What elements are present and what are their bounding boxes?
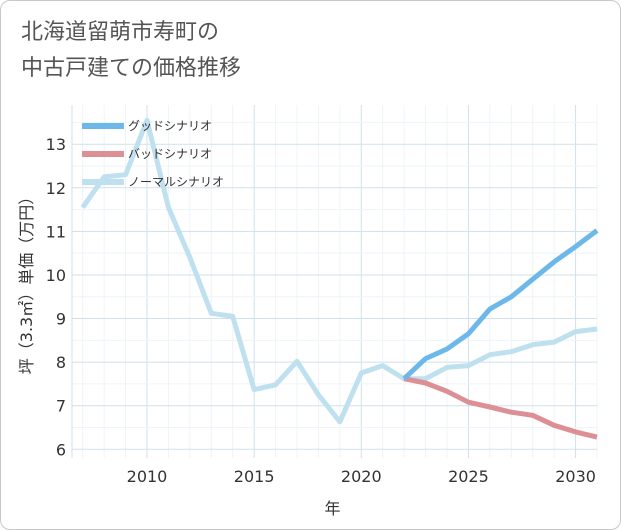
y-tick-label: 8 [56, 353, 66, 372]
series-line-1 [403, 376, 598, 440]
series-line-2 [80, 117, 598, 425]
x-tick-label: 2025 [448, 467, 489, 486]
legend-label-0: グッドシナリオ [128, 119, 212, 133]
y-tick-label: 9 [56, 310, 66, 329]
chart-title-line-2: 中古戸建ての価格推移 [21, 56, 242, 81]
chart-title: 北海道留萌市寿町の 中古戸建ての価格推移 [21, 15, 241, 87]
series-lines [80, 117, 599, 440]
legend-label-1: バッドシナリオ [128, 147, 212, 161]
y-tick-label: 7 [56, 397, 66, 416]
y-tick-label: 10 [46, 266, 66, 285]
x-axis-label: 年 [324, 499, 340, 518]
y-tick-label: 12 [46, 179, 66, 198]
x-tick-label: 2030 [555, 467, 596, 486]
x-tick-label: 2020 [341, 467, 382, 486]
chart-title-line-1: 北海道留萌市寿町の [21, 20, 220, 45]
x-tick-label: 2010 [127, 467, 168, 486]
y-tick-label: 11 [46, 222, 66, 241]
series-line-0 [402, 228, 599, 381]
y-tick-label: 6 [56, 440, 66, 459]
legend-label-2: ノーマルシナリオ [128, 175, 224, 189]
y-tick-label: 13 [46, 135, 66, 154]
y-axis-label: 坪（3.3㎡）単価（万円） [17, 189, 36, 374]
grid [72, 105, 598, 458]
x-tick-label: 2015 [234, 467, 275, 486]
axes: 6 7 8 9 10 11 12 13 2010 2015 2020 2025 2030 [46, 105, 596, 486]
